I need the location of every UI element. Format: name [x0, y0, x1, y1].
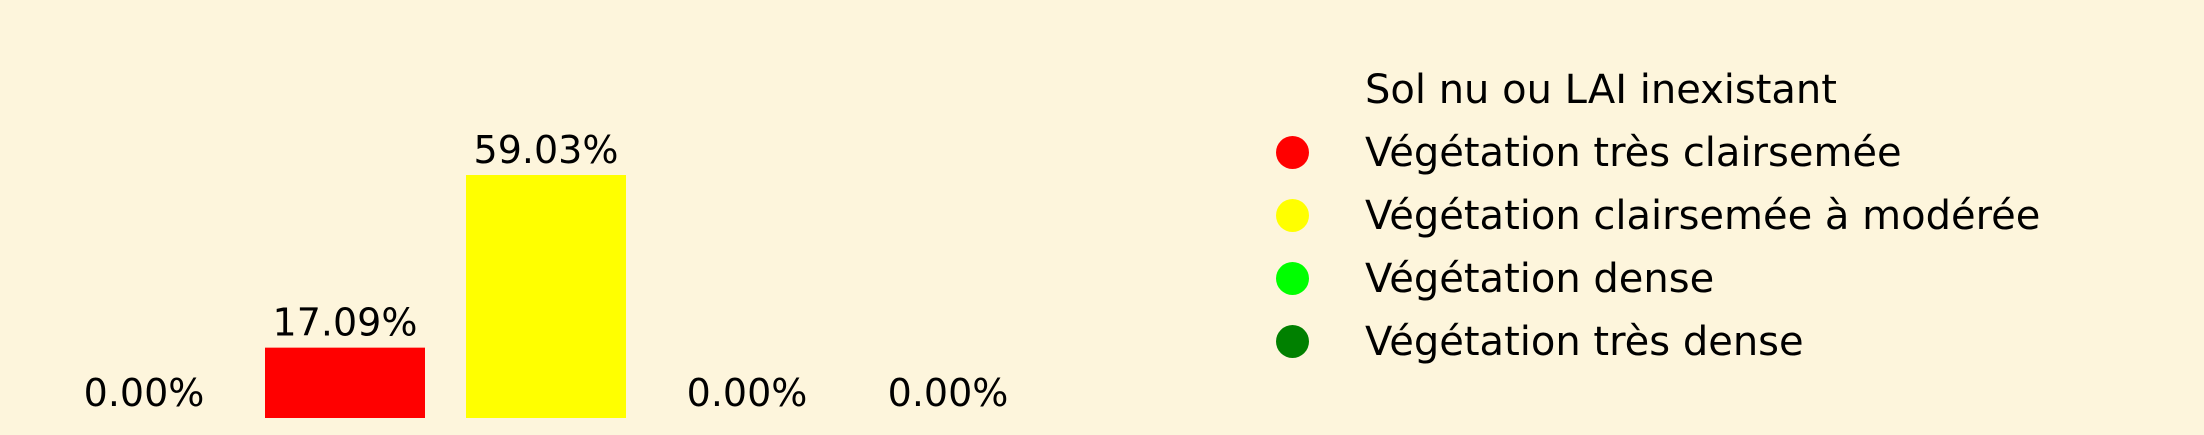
legend-marker: [1276, 136, 1309, 169]
legend-marker: [1276, 199, 1309, 232]
legend-label: Sol nu ou LAI inexistant: [1365, 66, 1837, 113]
bar-chart: 0.00% 17.09% 59.03% 0.00% 0.00%: [84, 128, 1009, 418]
bar-value-label-1: 0.00%: [84, 371, 205, 415]
legend-label: Végétation très dense: [1365, 318, 1804, 365]
legend-label: Végétation très clairsemée: [1365, 129, 1902, 176]
legend-label: Végétation clairsemée à modérée: [1365, 192, 2041, 239]
legend: Sol nu ou LAI inexistant Végétation très …: [1262, 58, 2192, 373]
legend-item-1: Sol nu ou LAI inexistant: [1262, 58, 2192, 121]
legend-label: Végétation dense: [1365, 255, 1715, 302]
bar-value-label-2: 17.09%: [273, 301, 418, 345]
legend-item-4: Végétation dense: [1262, 247, 2192, 310]
bar-3: [466, 175, 626, 418]
legend-marker: [1276, 73, 1309, 106]
bar-value-label-4: 0.00%: [687, 371, 808, 415]
bar-value-label-3: 59.03%: [474, 128, 619, 172]
legend-marker: [1276, 325, 1309, 358]
bar-2: [265, 347, 425, 418]
legend-item-3: Végétation clairsemée à modérée: [1262, 184, 2192, 247]
legend-item-2: Végétation très clairsemée: [1262, 121, 2192, 184]
bar-value-label-5: 0.00%: [888, 371, 1009, 415]
legend-item-5: Végétation très dense: [1262, 310, 2192, 373]
legend-marker: [1276, 262, 1309, 295]
